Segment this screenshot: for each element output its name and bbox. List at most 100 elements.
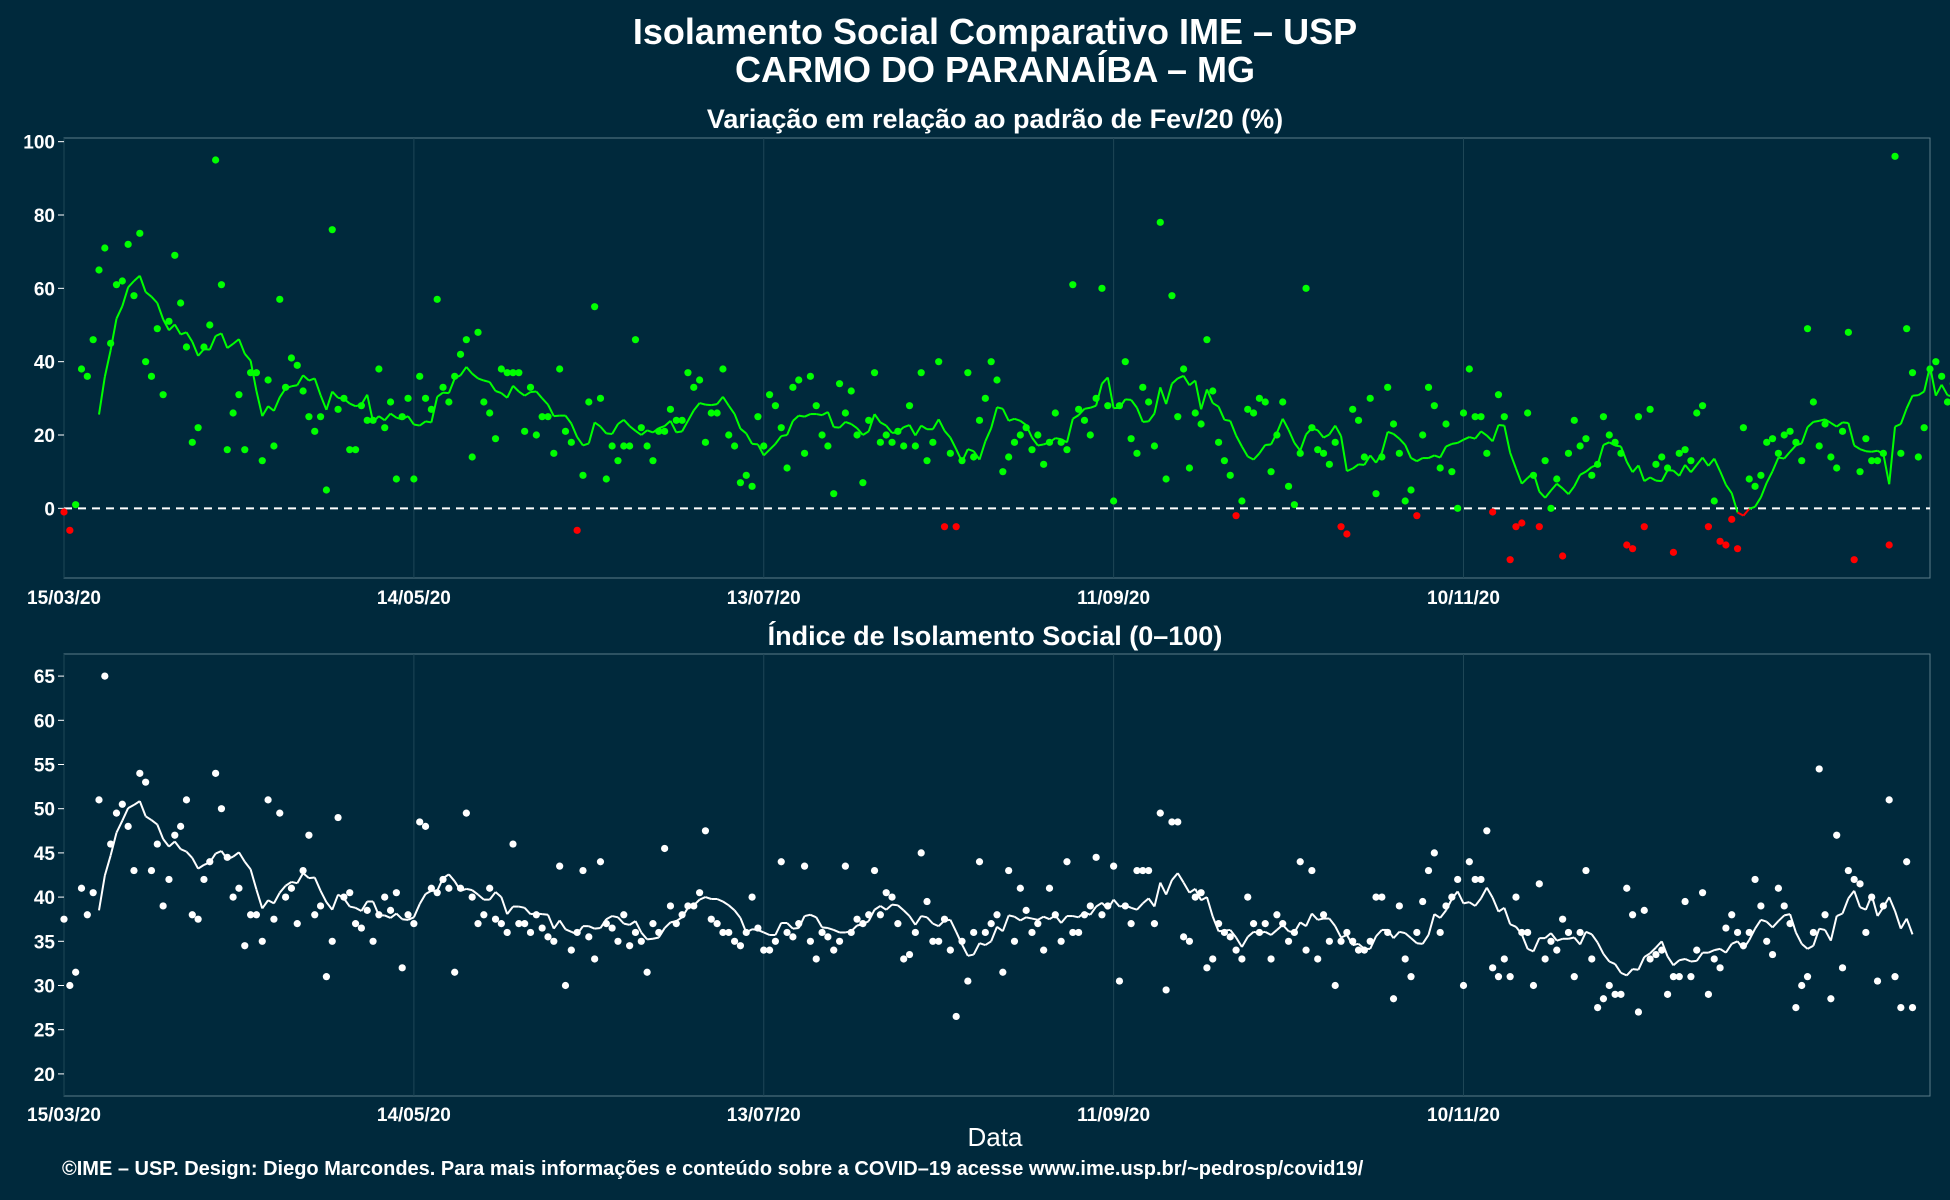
panel1-data-point	[859, 479, 867, 487]
panel1-data-point	[1162, 475, 1170, 483]
panel1-data-point	[509, 369, 517, 377]
panel2-moving-average-segment	[1503, 907, 1512, 925]
panel1-moving-average-segment	[1894, 423, 1902, 428]
panel2-data-point	[544, 933, 552, 941]
panel1-moving-average-segment	[232, 338, 240, 345]
panel2-moving-average-segment	[1468, 901, 1476, 907]
panel2-data-point	[696, 889, 704, 897]
panel2-data-point	[1512, 893, 1520, 901]
panel2-moving-average-segment	[471, 889, 479, 896]
panel2-moving-average-segment	[1818, 927, 1826, 931]
panel1-data-point	[1454, 504, 1462, 512]
panel1-moving-average-segment	[296, 374, 304, 386]
panel1-data-point	[1477, 413, 1485, 421]
panel1-moving-average-segment	[1888, 426, 1897, 485]
panel2-moving-average-segment	[1491, 897, 1500, 913]
panel2-moving-average-segment	[1247, 931, 1255, 938]
panel1-data-point	[223, 446, 231, 454]
panel2-data-point	[870, 866, 879, 875]
panel2-data-point	[1308, 866, 1316, 875]
panel2-data-point	[83, 911, 91, 919]
panel2-data-point	[410, 920, 418, 928]
panel2-data-point	[1733, 928, 1742, 937]
panel2-y-tick-label: 35	[34, 932, 56, 953]
panel1-moving-average-segment	[1748, 505, 1756, 510]
panel2-moving-average-segment	[1270, 929, 1278, 936]
panel1-data-point	[1115, 402, 1124, 410]
panel1-data-point	[1623, 541, 1631, 549]
panel2-moving-average-segment	[1801, 943, 1809, 950]
panel2-data-point	[1069, 928, 1077, 937]
panel1-data-point	[730, 442, 739, 450]
panel2-moving-average-segment	[1317, 917, 1324, 921]
panel1-data-point	[398, 413, 406, 421]
panel1-data-point	[462, 336, 470, 344]
panel1-data-point	[1104, 402, 1112, 410]
panel2-moving-average-segment	[1043, 915, 1050, 921]
panel1-moving-average-segment	[1830, 422, 1838, 428]
panel1-moving-average-segment	[623, 419, 631, 427]
panel2-moving-average-segment	[1596, 942, 1605, 955]
panel1-moving-average-segment	[1515, 468, 1523, 485]
panel2-data-point	[247, 911, 255, 919]
panel2-moving-average-segment	[1147, 897, 1156, 908]
panel1-data-point	[305, 413, 313, 421]
panel1-moving-average-segment	[325, 391, 334, 411]
panel2-y-tick-label: 25	[34, 1021, 56, 1042]
panel2-moving-average-segment	[1019, 916, 1027, 922]
panel2-moving-average-segment	[1060, 915, 1068, 924]
panel2-moving-average-segment	[174, 840, 182, 850]
panel1-data-point	[1739, 424, 1747, 432]
panel2-data-point	[1634, 1008, 1643, 1016]
panel1-data-point	[1541, 457, 1549, 465]
panel2-y-tick-label: 60	[34, 711, 55, 732]
panel1-moving-average-segment	[1940, 384, 1949, 396]
panel2-moving-average-segment	[1690, 959, 1697, 963]
panel2-data-point	[1255, 928, 1264, 937]
panel1-moving-average-segment	[1912, 394, 1919, 397]
panel2-moving-average-segment	[961, 944, 969, 957]
panel2-data-point	[381, 893, 389, 901]
panel1-moving-average-segment	[1730, 492, 1739, 513]
panel1-moving-average-segment	[261, 405, 269, 417]
panel1-moving-average-segment	[97, 376, 106, 415]
panel1-data-point	[229, 409, 237, 417]
panel1-data-point	[299, 387, 307, 395]
panel1-data-point	[993, 376, 1001, 384]
panel2-data-point	[264, 796, 272, 804]
panel2-moving-average-segment	[98, 875, 106, 911]
panel1-moving-average-segment	[845, 420, 852, 425]
panel1-moving-average-segment	[1125, 398, 1132, 401]
panel1-data-point	[276, 295, 284, 303]
panel1-data-point	[369, 416, 377, 424]
panel2-moving-average-segment	[1480, 887, 1488, 899]
panel2-moving-average-segment	[243, 861, 252, 870]
panel1-data-point	[544, 413, 552, 421]
panel2-data-point	[754, 924, 762, 932]
panel1-moving-average-segment	[1754, 496, 1762, 508]
panel1-moving-average-segment	[1853, 444, 1861, 450]
panel1-data-point	[760, 442, 768, 450]
panel2-moving-average-segment	[121, 807, 130, 822]
panel1-data-point	[1331, 438, 1339, 446]
panel2-moving-average-segment	[1205, 896, 1214, 917]
panel1-data-point	[736, 479, 745, 487]
panel1-moving-average-segment	[349, 402, 356, 408]
panel2-moving-average-segment	[1590, 933, 1599, 944]
panel1-moving-average-segment	[1416, 457, 1424, 463]
panel1-data-point	[1045, 438, 1054, 446]
panel1-moving-average-segment	[629, 425, 637, 432]
panel2-data-point	[970, 928, 978, 937]
panel2-moving-average-segment	[127, 804, 135, 809]
panel1-data-point	[1127, 435, 1135, 443]
panel1-data-point	[707, 409, 715, 417]
panel1-data-point	[1069, 281, 1077, 289]
panel2-data-point	[316, 902, 325, 910]
panel2-data-point	[964, 977, 972, 985]
panel1-data-point	[1384, 383, 1392, 391]
panel1-data-point	[567, 438, 575, 446]
panel1-data-point	[1564, 449, 1573, 457]
panel2-data-point	[1162, 986, 1170, 994]
panel1-moving-average-segment	[1159, 387, 1168, 405]
panel1-data-point	[357, 402, 365, 410]
